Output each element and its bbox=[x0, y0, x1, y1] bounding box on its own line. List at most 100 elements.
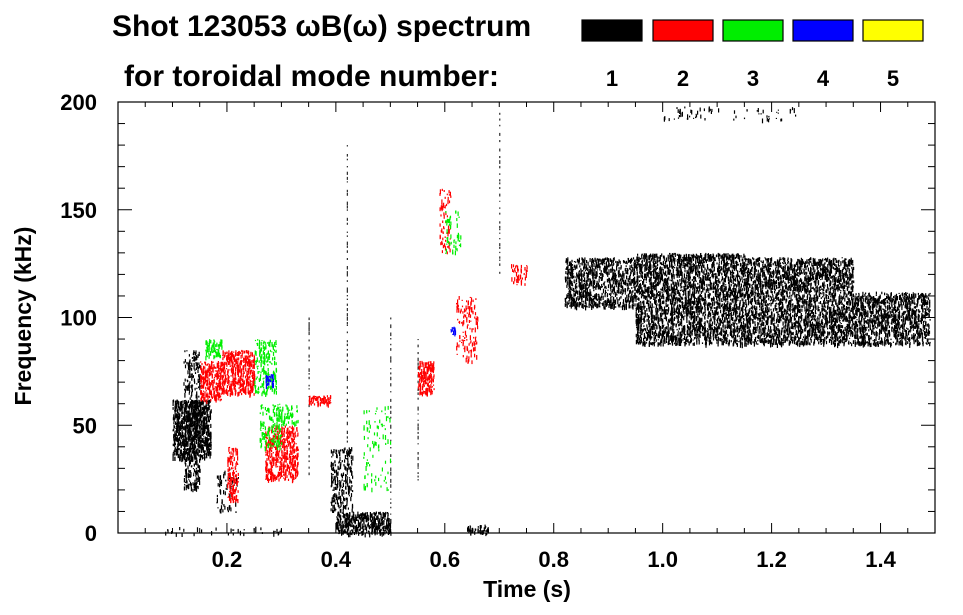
mode-1-point bbox=[577, 296, 579, 300]
mode-1-point bbox=[189, 372, 191, 377]
mode-1-point bbox=[709, 323, 711, 329]
mode-1-point bbox=[348, 525, 350, 530]
mode-1-point bbox=[194, 460, 197, 465]
mode-1-point bbox=[587, 267, 589, 272]
mode-1-point bbox=[361, 513, 363, 517]
mode-1-point bbox=[698, 305, 700, 310]
mode-1-point bbox=[658, 294, 660, 296]
mode-1-point bbox=[719, 318, 721, 321]
mode-1-point bbox=[741, 330, 743, 333]
mode-1-point bbox=[331, 473, 333, 479]
mode-1-point bbox=[583, 289, 585, 293]
mode-1-point bbox=[737, 332, 739, 335]
mode-1-point bbox=[681, 324, 683, 327]
mode-1-point bbox=[642, 306, 644, 308]
mode-1-point bbox=[198, 449, 200, 453]
mode-1-point bbox=[579, 291, 581, 297]
mode-1-point bbox=[189, 457, 191, 463]
mode-1-point bbox=[591, 260, 593, 264]
mode-1-point bbox=[726, 317, 728, 323]
mode-1-point bbox=[198, 374, 200, 378]
mode-1-point bbox=[570, 267, 573, 270]
mode-1-point bbox=[593, 282, 595, 286]
mode-1-point bbox=[184, 459, 186, 462]
mode-1-point bbox=[232, 480, 234, 483]
mode-1-point bbox=[194, 422, 196, 424]
mode-1-point bbox=[367, 524, 369, 526]
mode-1-point bbox=[340, 473, 342, 476]
mode-1-point bbox=[184, 475, 186, 477]
mode-1-point bbox=[663, 290, 665, 293]
mode-1-point bbox=[174, 411, 176, 414]
mode-1-point bbox=[352, 515, 354, 521]
mode-1-point bbox=[634, 283, 636, 285]
mode-1-point bbox=[625, 303, 627, 309]
mode-1-point bbox=[637, 334, 639, 340]
mode-1-point bbox=[357, 528, 359, 532]
mode-1-point bbox=[573, 288, 575, 293]
mode-1-point bbox=[664, 285, 666, 289]
mode-1-point bbox=[192, 447, 195, 453]
mode-1-point bbox=[185, 418, 187, 421]
mode-1-point bbox=[729, 287, 731, 291]
mode-1-point bbox=[661, 291, 663, 294]
mode-1-point bbox=[208, 406, 210, 410]
mode-1-point bbox=[634, 297, 636, 299]
mode-1-point bbox=[634, 279, 636, 285]
mode-1-point bbox=[710, 326, 712, 330]
mode-1-point bbox=[717, 340, 719, 344]
mode-1-point bbox=[641, 261, 643, 263]
mode-1-point bbox=[190, 431, 192, 435]
mode-1-point bbox=[338, 514, 340, 516]
mode-1-point bbox=[727, 342, 729, 345]
mode-1-point bbox=[734, 326, 736, 331]
mode-1-point bbox=[741, 335, 743, 339]
mode-1-point bbox=[616, 261, 618, 264]
mode-1-point bbox=[571, 274, 573, 279]
mode-1-point bbox=[672, 314, 674, 316]
mode-1-point bbox=[636, 285, 638, 287]
mode-1-point bbox=[336, 499, 338, 505]
mode-1-point bbox=[636, 256, 638, 261]
mode-1-point bbox=[726, 324, 728, 328]
mode-1-point bbox=[202, 414, 204, 417]
mode-1-point bbox=[720, 338, 722, 342]
mode-1-point bbox=[355, 527, 357, 533]
mode-1-point bbox=[347, 512, 349, 517]
mode-1-point bbox=[611, 306, 613, 309]
mode-1-point bbox=[584, 267, 586, 270]
mode-1-point bbox=[679, 320, 681, 324]
mode-1-point bbox=[643, 253, 645, 258]
mode-1-point bbox=[655, 299, 657, 303]
mode-1-point bbox=[599, 296, 601, 301]
mode-1-point bbox=[574, 267, 576, 270]
mode-1-point bbox=[725, 336, 727, 339]
mode-1-point bbox=[694, 311, 696, 314]
mode-1-point bbox=[638, 263, 640, 268]
mode-1-point bbox=[591, 298, 593, 301]
mode-1-point bbox=[193, 409, 196, 412]
mode-1-point bbox=[202, 438, 204, 443]
mode-1-point bbox=[700, 261, 702, 263]
mode-1-point bbox=[676, 270, 678, 274]
mode-1-point bbox=[672, 274, 674, 278]
mode-1-point bbox=[736, 274, 738, 277]
mode-1-point bbox=[573, 293, 575, 298]
mode-1-point bbox=[578, 303, 580, 308]
mode-1-point bbox=[364, 532, 366, 538]
mode-1-point bbox=[678, 269, 680, 272]
mode-1-point bbox=[646, 295, 648, 299]
mode-1-point bbox=[175, 402, 177, 404]
mode-1-point bbox=[190, 472, 192, 477]
mode-1-point bbox=[197, 367, 199, 370]
mode-1-point bbox=[190, 412, 192, 415]
mode-1-point bbox=[580, 268, 582, 271]
mode-1-point bbox=[353, 516, 355, 518]
mode-1-point bbox=[727, 270, 729, 274]
mode-1-point bbox=[640, 334, 642, 338]
mode-1-point bbox=[180, 454, 182, 458]
mode-1-point bbox=[679, 305, 682, 309]
mode-1-point bbox=[367, 518, 370, 521]
mode-1-point bbox=[610, 299, 612, 304]
mode-1-point bbox=[659, 266, 661, 270]
